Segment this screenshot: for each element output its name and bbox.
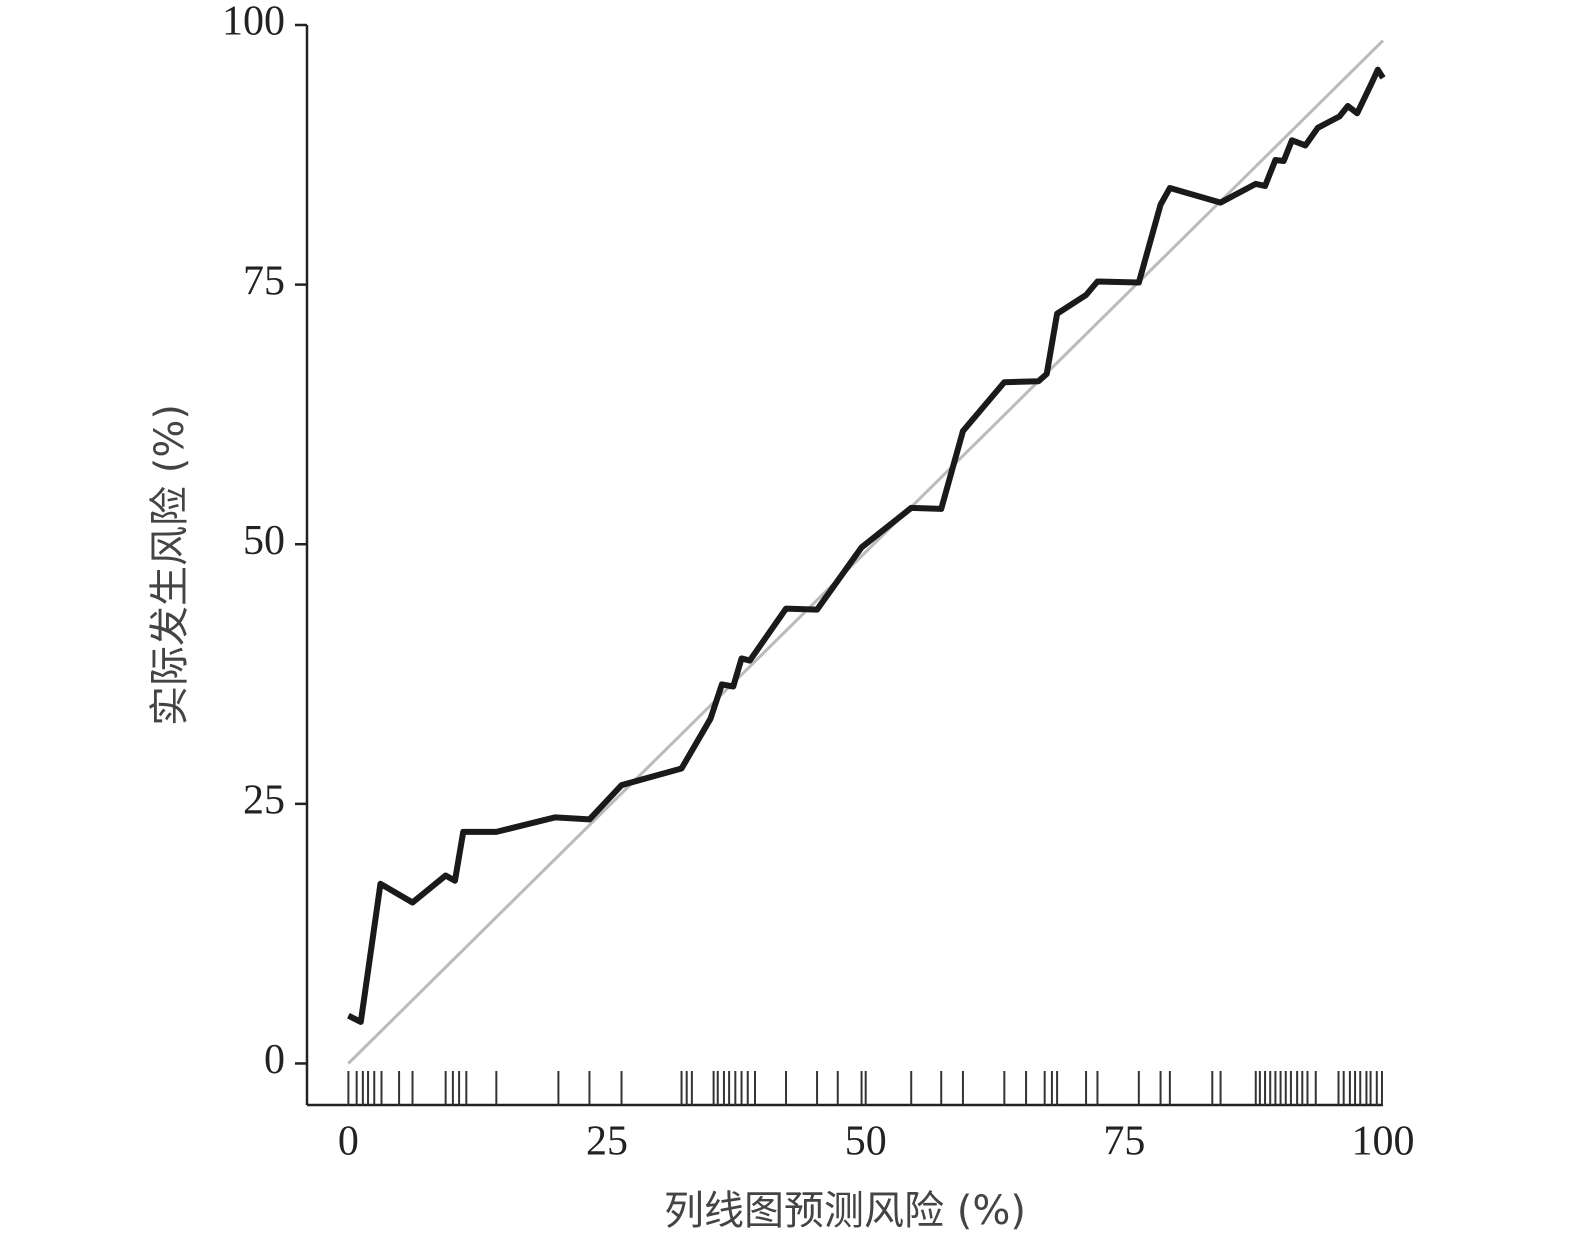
x-tick-label: 50 xyxy=(845,1119,887,1165)
y-tick-label: 25 xyxy=(243,777,285,823)
line-series xyxy=(347,66,1386,1025)
x-tick-label: 0 xyxy=(338,1119,359,1165)
x-tick-label: 25 xyxy=(586,1119,628,1165)
y-axis-title: 实际发生风险 (%) xyxy=(147,404,193,726)
x-tick-label: 100 xyxy=(1352,1119,1415,1165)
x-tick-label: 75 xyxy=(1103,1119,1145,1165)
y-tick-label: 50 xyxy=(243,518,285,564)
y-tick-label: 0 xyxy=(264,1037,285,1083)
x-axis-title: 列线图预测风险 (%) xyxy=(664,1188,1026,1234)
y-tick-label: 100 xyxy=(222,0,285,45)
y-tick-label: 75 xyxy=(243,258,285,304)
line-series xyxy=(347,39,1385,1065)
